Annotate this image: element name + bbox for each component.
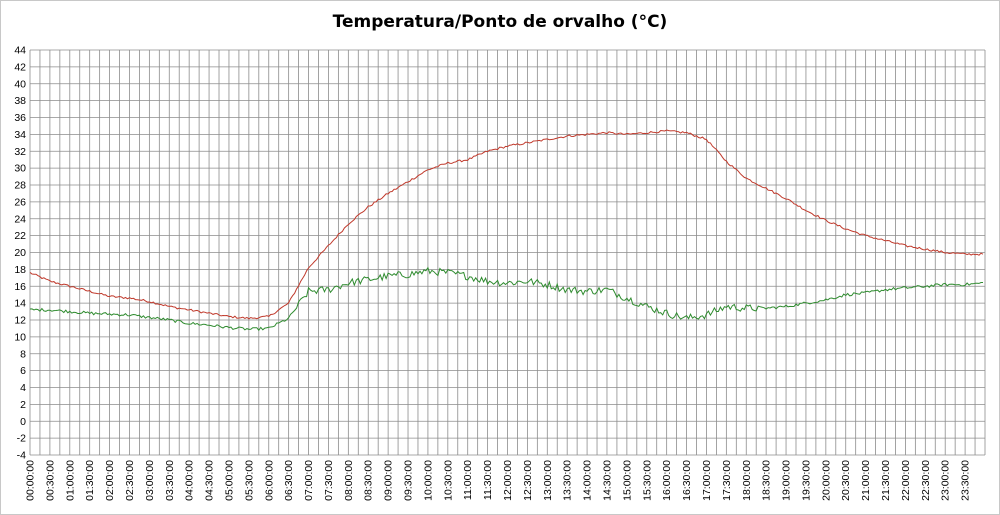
x-tick-label: 16:00:00: [661, 460, 673, 501]
y-tick-label: 12: [14, 315, 26, 327]
x-tick-label: 20:00:00: [820, 460, 832, 501]
series-line-2: [29, 266, 983, 332]
x-tick-label: 03:00:00: [144, 460, 156, 501]
x-tick-label: 18:30:00: [761, 460, 773, 501]
x-tick-label: 05:00:00: [223, 460, 235, 501]
y-tick-label: 10: [14, 331, 26, 343]
x-tick-label: 15:00:00: [621, 460, 633, 501]
x-tick-label: 07:00:00: [303, 460, 315, 501]
x-tick-label: 01:30:00: [84, 460, 96, 501]
grid-lines: [29, 49, 986, 456]
x-tick-label: 10:30:00: [442, 460, 454, 501]
y-tick-label: 30: [14, 163, 26, 175]
y-tick-label: 2: [20, 399, 26, 411]
y-tick-label: 16: [14, 281, 26, 293]
y-tick-label: 4: [20, 382, 26, 394]
x-tick-label: 21:00:00: [860, 460, 872, 501]
x-tick-label: 09:30:00: [403, 460, 415, 501]
y-tick-label: 0: [20, 416, 26, 428]
x-tick-label: 07:30:00: [323, 460, 335, 501]
x-tick-label: 06:30:00: [283, 460, 295, 501]
x-tick-label: 13:00:00: [542, 460, 554, 501]
x-tick-label: 15:30:00: [641, 460, 653, 501]
x-tick-label: 10:00:00: [422, 460, 434, 501]
x-tick-label: 00:00:00: [25, 460, 37, 501]
y-tick-label: 36: [14, 112, 26, 124]
y-tick-label: -2: [17, 433, 26, 445]
y-tick-label: -4: [17, 450, 26, 462]
x-tick-label: 01:00:00: [64, 460, 76, 501]
x-tick-label: 21:30:00: [880, 460, 892, 501]
y-tick-label: 38: [14, 95, 26, 107]
x-tick-label: 04:30:00: [204, 460, 216, 501]
x-tick-label: 16:30:00: [681, 460, 693, 501]
x-tick-label: 05:30:00: [243, 460, 255, 501]
x-tick-label: 09:00:00: [383, 460, 395, 501]
x-tick-label: 22:30:00: [920, 460, 932, 501]
x-axis-ticks: 00:00:00 00:30:00 01:00:00 01:30:00 02:00:00…: [25, 460, 972, 501]
x-tick-label: 14:00:00: [582, 460, 594, 501]
x-tick-label: 02:30:00: [124, 460, 136, 501]
y-tick-label: 44: [14, 45, 26, 57]
x-tick-label: 02:00:00: [104, 460, 116, 501]
x-tick-label: 06:00:00: [263, 460, 275, 501]
y-tick-label: 24: [14, 213, 26, 225]
y-tick-label: 20: [14, 247, 26, 259]
x-tick-label: 23:00:00: [940, 460, 952, 501]
y-tick-label: 32: [14, 146, 26, 158]
x-tick-label: 04:00:00: [184, 460, 196, 501]
x-tick-label: 22:00:00: [900, 460, 912, 501]
series-line-1: [29, 129, 984, 320]
x-tick-label: 19:30:00: [800, 460, 812, 501]
x-tick-label: 23:30:00: [960, 460, 972, 501]
y-tick-label: 22: [14, 230, 26, 242]
y-tick-label: 34: [14, 129, 26, 141]
y-tick-label: 28: [14, 180, 26, 192]
x-tick-label: 18:00:00: [741, 460, 753, 501]
x-tick-label: 00:30:00: [44, 460, 56, 501]
x-tick-label: 11:00:00: [462, 460, 474, 500]
y-tick-label: 8: [20, 348, 26, 360]
x-tick-label: 13:30:00: [562, 460, 574, 501]
y-axis-ticks: -4-2024681012141618202224262830323436384…: [14, 45, 26, 462]
x-tick-label: 17:00:00: [701, 460, 713, 501]
y-tick-label: 40: [14, 78, 26, 90]
x-tick-label: 19:00:00: [781, 460, 793, 501]
x-tick-label: 08:30:00: [363, 460, 375, 501]
y-tick-label: 18: [14, 264, 26, 276]
x-tick-label: 08:00:00: [343, 460, 355, 501]
x-tick-label: 12:00:00: [502, 460, 514, 501]
x-tick-label: 17:30:00: [721, 460, 733, 501]
x-tick-label: 11:30:00: [482, 460, 494, 500]
y-tick-label: 42: [14, 61, 26, 73]
series-lines: [29, 129, 984, 332]
y-tick-label: 14: [14, 298, 26, 310]
x-tick-label: 14:30:00: [601, 460, 613, 501]
x-tick-label: 12:30:00: [522, 460, 534, 501]
y-tick-label: 26: [14, 196, 26, 208]
y-tick-label: 6: [20, 365, 26, 377]
x-tick-label: 03:30:00: [164, 460, 176, 501]
x-tick-label: 20:30:00: [840, 460, 852, 501]
chart-title: Temperatura/Ponto de orvalho (°C): [332, 12, 668, 32]
